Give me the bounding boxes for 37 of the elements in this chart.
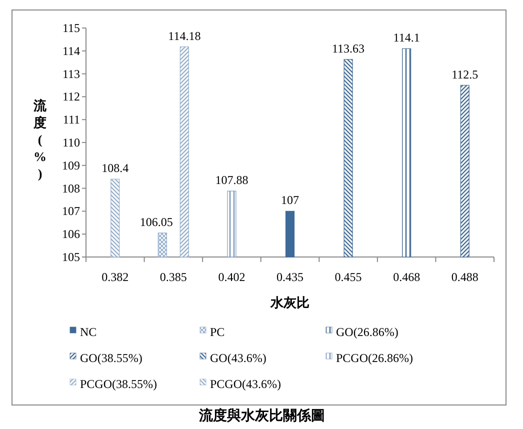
y-tick-label: 112 <box>62 90 80 104</box>
y-tick-label: 110 <box>62 136 80 150</box>
legend-label: PCGO(38.55%) <box>80 377 157 391</box>
legend-label: GO(38.55%) <box>80 351 142 365</box>
data-label: 114.1 <box>393 30 420 45</box>
y-tick-label: 114 <box>62 44 80 58</box>
legend-label: PC <box>210 325 225 339</box>
legend-label: NC <box>80 325 97 339</box>
y-tick-label: 109 <box>62 158 80 172</box>
y-axis-title: 流度(%) <box>32 98 48 181</box>
y-tick-label: 111 <box>62 112 80 127</box>
data-label: 107 <box>281 193 299 208</box>
data-label: 114.18 <box>168 28 201 43</box>
x-tick-label: 0.402 <box>218 270 246 284</box>
data-label: 106.05 <box>140 214 173 229</box>
data-label: 112.5 <box>452 67 478 82</box>
x-tick-label: 0.455 <box>334 270 362 284</box>
x-tick-label: 0.385 <box>160 270 187 284</box>
y-tick-label: 105 <box>62 250 80 264</box>
legend-label: GO(43.6%) <box>210 351 266 365</box>
data-label: 107.88 <box>215 173 248 188</box>
x-tick-label: 0.468 <box>393 270 420 284</box>
y-tick-label: 108 <box>62 181 80 196</box>
legend-label: GO(26.86%) <box>336 325 398 339</box>
data-label: 108.4 <box>102 161 129 176</box>
x-tick-label: 0.382 <box>102 270 129 284</box>
y-tick-label: 107 <box>62 204 80 218</box>
y-tick-label: 113 <box>62 66 80 81</box>
legend-label: PCGO(43.6%) <box>210 377 281 391</box>
data-label: 113.63 <box>332 41 365 56</box>
legend-label: PCGO(26.86%) <box>336 351 413 365</box>
y-tick-label: 115 <box>62 21 80 35</box>
x-tick-label: 0.488 <box>451 270 478 284</box>
text: 流度與水灰比關係圖 <box>198 407 325 424</box>
x-tick-label: 0.435 <box>276 270 304 284</box>
y-tick-label: 106 <box>62 227 80 242</box>
x-axis-title: 水灰比 <box>270 295 310 310</box>
